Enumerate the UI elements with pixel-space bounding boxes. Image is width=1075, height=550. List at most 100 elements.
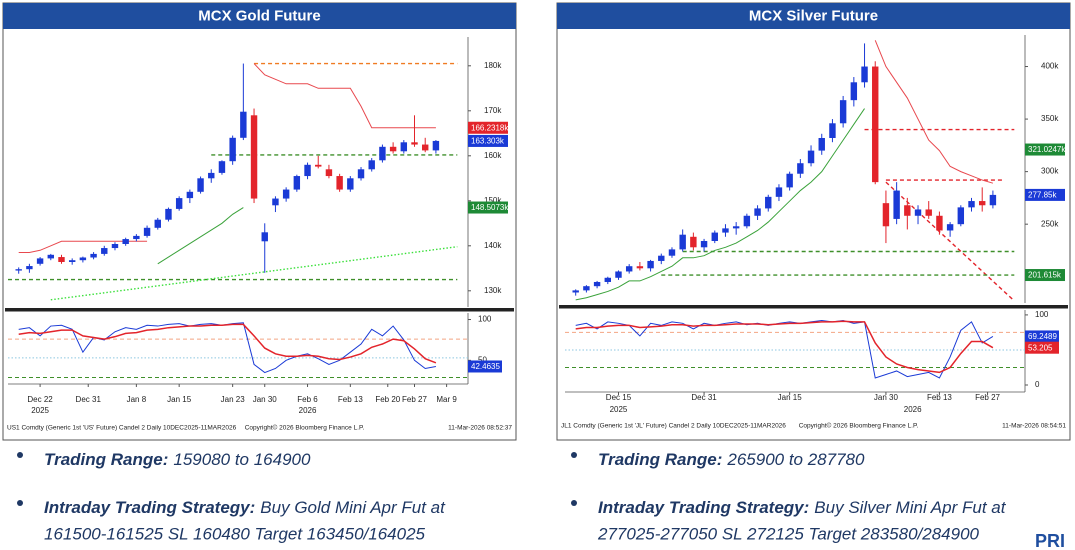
candle-body [133, 235, 140, 240]
bullet-dot [571, 500, 577, 506]
rsi-line [18, 323, 437, 364]
rsi-tag-label: 53.205 [1028, 343, 1053, 352]
candle-body [625, 266, 633, 272]
price-tag-label: 201.615k [1028, 271, 1062, 280]
candle-body [679, 234, 686, 250]
bullet-text: Intraday Trading Strategy: Buy Gold Mini … [44, 498, 446, 517]
candle-body [593, 281, 601, 287]
price-tag [468, 134, 508, 147]
chart-title: MCX Silver Future [749, 7, 878, 24]
candle-body [186, 191, 194, 199]
rsi-tick-label: 50 [478, 355, 487, 364]
bullet-dot [17, 452, 23, 458]
price-tag-label: 277.85k [1028, 191, 1057, 200]
chart-footer: Copyright© 2026 Bloomberg Finance L.P. [799, 422, 919, 430]
bullet-label: Trading Range: [598, 450, 722, 469]
candle-body [711, 232, 718, 241]
price-tag-label: 321.0247k [1028, 145, 1066, 154]
candle-body [347, 178, 354, 190]
candle-body [668, 249, 676, 256]
x-tick-label: Dec 31 [76, 395, 102, 404]
candle-body [68, 260, 76, 262]
candle-body [732, 226, 740, 229]
candle-body [250, 115, 258, 199]
y-tick-label: 250k [1041, 219, 1059, 228]
candle-body [261, 232, 268, 242]
x-tick-label: Jan 23 [221, 395, 246, 404]
chart-footer: US1 Comdty (Generic 1st 'US' Future) Can… [7, 425, 237, 432]
candle-body [968, 201, 975, 208]
stop-line [253, 63, 436, 129]
candle-body [111, 244, 119, 249]
chart-panel: MCX Gold Future 130k 140k 150k 160k 170k 180k 1… [2, 2, 517, 441]
candle-body [240, 111, 247, 138]
candle-body [400, 142, 408, 152]
candle-body [336, 176, 343, 190]
price-tag-label: 166.2318k [471, 123, 509, 132]
candle-body [26, 266, 33, 270]
candle-body [208, 172, 215, 179]
candle-body [743, 215, 751, 227]
candle-body [154, 219, 161, 228]
panel-frame [2, 2, 517, 441]
candle-body [122, 239, 129, 244]
candle-body [101, 248, 108, 254]
price-tag [1025, 143, 1065, 156]
price-tag [1025, 269, 1065, 282]
title-bar [3, 3, 516, 29]
x-tick-label: Jan 15 [778, 393, 803, 402]
candle-body [839, 100, 847, 124]
candle-body [272, 198, 279, 206]
rsi-line [575, 320, 994, 374]
bullet-label: Intraday Trading Strategy: [44, 498, 255, 517]
bullet-text: Trading Range: 265900 to 287780 [598, 450, 865, 469]
rsi-tag-label: 42.4635 [471, 362, 500, 371]
price-tag [1025, 188, 1065, 201]
candle-body [807, 150, 815, 164]
panel-separator [559, 305, 1068, 309]
x-tick-label: Dec 22 [27, 395, 53, 404]
chart-footer: 11-Mar-2026 08:52:37 [448, 425, 512, 432]
year-label: 2025 [31, 406, 49, 415]
candle-body [175, 198, 183, 209]
bullet-text: Trading Range: 159080 to 164900 [44, 450, 311, 469]
candle-body [304, 164, 311, 177]
candle-body [850, 82, 858, 101]
rsi-tick-label: 100 [1035, 310, 1049, 319]
candle-body [357, 169, 365, 179]
stop-line [874, 40, 994, 184]
price-tag [468, 121, 508, 134]
x-tick-label: Dec 15 [606, 393, 632, 402]
candle-body [15, 269, 22, 271]
x-tick-label: Jan 30 [253, 395, 278, 404]
y-tick-label: 150k [484, 196, 502, 205]
rsi-tick-label: 100 [478, 315, 492, 324]
year-label: 2026 [299, 406, 317, 415]
y-tick-label: 300k [1041, 167, 1059, 176]
candle-body [165, 208, 172, 220]
bullet-label: Trading Range: [44, 450, 168, 469]
y-tick-label: 170k [484, 106, 502, 115]
bullet-line: 265900 to 287780 [726, 450, 865, 469]
title-bar [557, 3, 1070, 29]
candle-body [197, 178, 204, 192]
candle-body [282, 189, 290, 199]
y-tick-label: 400k [1041, 62, 1059, 71]
chart-panel: MCX Silver Future250k300k350k400k1005003… [556, 2, 1071, 441]
candle-body [658, 255, 665, 261]
x-tick-label: Feb 13 [927, 393, 952, 402]
candle-body [700, 240, 708, 248]
panel-separator [5, 308, 514, 312]
candle-body [389, 146, 397, 152]
rsi-line [575, 320, 994, 379]
candle-body [893, 190, 900, 219]
bullet-line: Buy Silver Mini Apr Fut at [814, 498, 1006, 517]
candle-body [690, 236, 697, 248]
bullet-text: Intraday Trading Strategy: Buy Silver Min… [598, 498, 1007, 517]
x-tick-label: Feb 6 [297, 395, 318, 404]
x-tick-label: Jan 30 [874, 393, 899, 402]
x-tick-label: Mar 9 [436, 395, 457, 404]
x-tick-label: Feb 20 [375, 395, 400, 404]
candle-body [325, 169, 333, 177]
